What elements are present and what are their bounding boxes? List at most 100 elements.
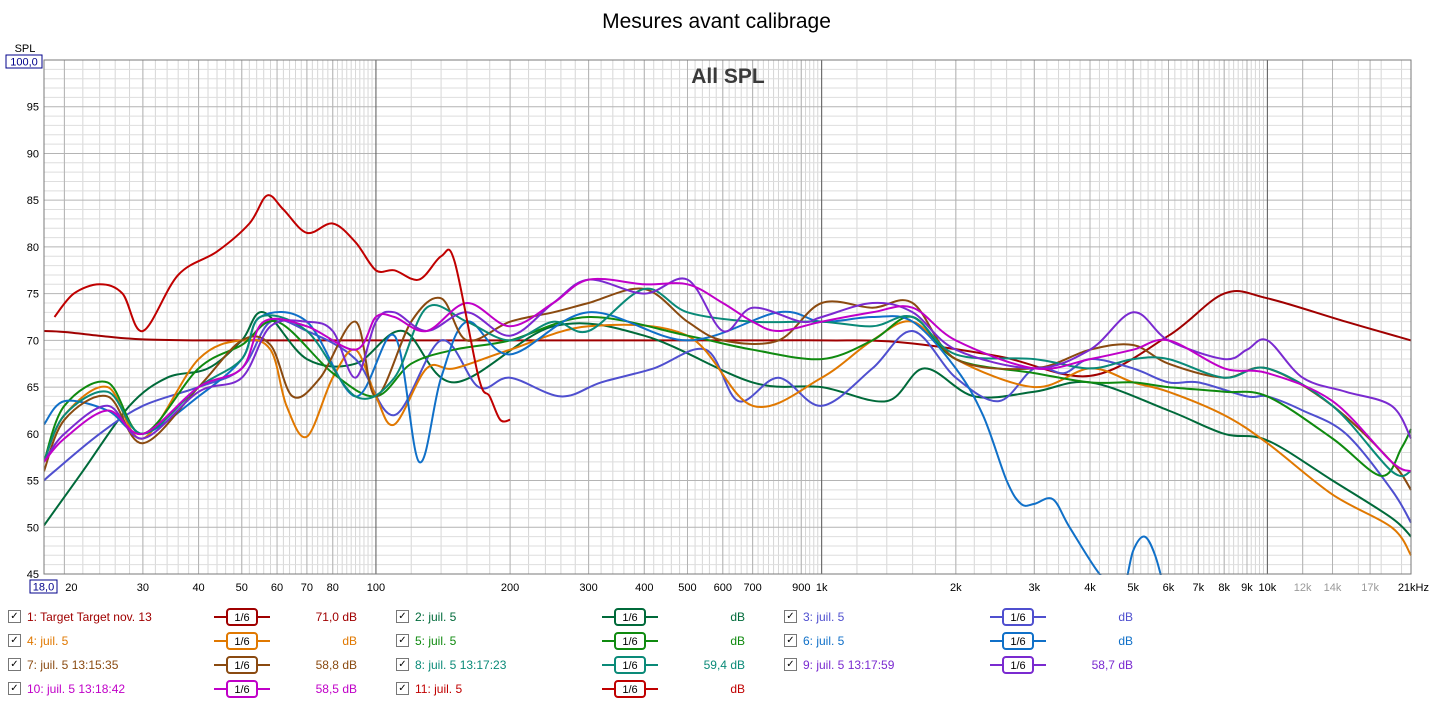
smoothing-button[interactable]: 1/6 bbox=[214, 607, 270, 627]
x-tick-label: 50 bbox=[236, 582, 248, 594]
smoothing-label: 1/6 bbox=[234, 612, 249, 624]
legend-label: 2: juil. 5 bbox=[415, 610, 457, 624]
legend-label: 1: Target Target nov. 13 bbox=[27, 610, 152, 624]
smoothing-box bbox=[614, 680, 646, 698]
legend-label: 11: juil. 5 bbox=[415, 682, 463, 696]
x-tick-label: 40 bbox=[192, 582, 204, 594]
series-line-1 bbox=[43, 290, 1412, 378]
y-tick-label: 60 bbox=[27, 429, 39, 441]
legend-item-9[interactable]: ✓ 9: juil. 5 13:17:59 1/6 58,7 dB bbox=[781, 654, 1161, 676]
x-tick-label: 17k bbox=[1361, 582, 1379, 594]
smoothing-box bbox=[226, 680, 258, 698]
legend-value: dB bbox=[730, 682, 745, 696]
legend-checkbox[interactable]: ✓ bbox=[784, 610, 797, 623]
smoothing-label: 1/6 bbox=[622, 636, 637, 648]
x-tick-label: 900 bbox=[792, 582, 810, 594]
legend-checkbox[interactable]: ✓ bbox=[784, 634, 797, 647]
legend-checkbox[interactable]: ✓ bbox=[8, 634, 21, 647]
smoothing-button[interactable]: 1/6 bbox=[602, 631, 658, 651]
x-tick-label: 2k bbox=[950, 582, 962, 594]
smoothing-button[interactable]: 1/6 bbox=[990, 631, 1046, 651]
smoothing-box bbox=[226, 656, 258, 674]
legend-item-10[interactable]: ✓ 10: juil. 5 13:18:42 1/6 58,5 dB bbox=[5, 678, 385, 700]
plot-mask-bottom bbox=[0, 575, 1433, 606]
legend-item-11[interactable]: ✓ 11: juil. 5 1/6 dB bbox=[393, 678, 773, 700]
series-line-2 bbox=[43, 311, 1412, 538]
series-line-8 bbox=[43, 287, 1412, 477]
chart-grid bbox=[44, 60, 1412, 574]
smoothing-button[interactable]: 1/6 bbox=[214, 679, 270, 699]
smoothing-button[interactable]: 1/6 bbox=[602, 655, 658, 675]
chart-title: All SPL bbox=[691, 65, 765, 88]
smoothing-box bbox=[614, 608, 646, 626]
smoothing-button[interactable]: 1/6 bbox=[990, 607, 1046, 627]
smoothing-label: 1/6 bbox=[234, 636, 249, 648]
legend-label: 6: juil. 5 bbox=[803, 634, 845, 648]
x-tick-label: 4k bbox=[1084, 582, 1096, 594]
chart-series bbox=[43, 194, 1412, 595]
x-tick-label: 8k bbox=[1218, 582, 1230, 594]
legend-item-3[interactable]: ✓ 3: juil. 5 1/6 dB bbox=[781, 606, 1161, 628]
plot-mask-right bbox=[1412, 40, 1433, 576]
series-line-10 bbox=[43, 277, 1412, 473]
legend-label: 8: juil. 5 13:17:23 bbox=[415, 658, 507, 672]
x-tick-label: 500 bbox=[678, 582, 696, 594]
legend-value: dB bbox=[730, 610, 745, 624]
legend-label: 7: juil. 5 13:15:35 bbox=[27, 658, 119, 672]
legend-checkbox[interactable]: ✓ bbox=[396, 634, 409, 647]
legend-item-7[interactable]: ✓ 7: juil. 5 13:15:35 1/6 58,8 dB bbox=[5, 654, 385, 676]
legend-checkbox[interactable]: ✓ bbox=[396, 610, 409, 623]
legend-item-2[interactable]: ✓ 2: juil. 5 1/6 dB bbox=[393, 606, 773, 628]
window-title: Mesures avant calibrage bbox=[602, 10, 831, 33]
smoothing-label: 1/6 bbox=[1010, 660, 1025, 672]
smoothing-button[interactable]: 1/6 bbox=[990, 655, 1046, 675]
legend-value: 59,4 dB bbox=[703, 658, 745, 672]
x-tick-label: 7k bbox=[1193, 582, 1205, 594]
y-tick-label: 95 bbox=[27, 102, 39, 114]
smoothing-label: 1/6 bbox=[622, 660, 637, 672]
legend-label: 4: juil. 5 bbox=[27, 634, 69, 648]
legend-item-6[interactable]: ✓ 6: juil. 5 1/6 dB bbox=[781, 630, 1161, 652]
smoothing-button[interactable]: 1/6 bbox=[602, 607, 658, 627]
x-tick-label: 60 bbox=[271, 582, 283, 594]
smoothing-label: 1/6 bbox=[1010, 612, 1025, 624]
smoothing-button[interactable]: 1/6 bbox=[214, 655, 270, 675]
x-tick-label: 3k bbox=[1029, 582, 1041, 594]
x-tick-label: 12k bbox=[1294, 582, 1312, 594]
legend-value: 58,7 dB bbox=[1091, 658, 1133, 672]
smoothing-button[interactable]: 1/6 bbox=[602, 679, 658, 699]
x-tick-label: 70 bbox=[301, 582, 313, 594]
x-tick-label: 100 bbox=[367, 582, 385, 594]
spl-chart[interactable]: All SPL 95 90 85 80 75 70 65 60 55 50 45 SPL 100,0 18,… bbox=[0, 0, 1433, 606]
legend-checkbox[interactable]: ✓ bbox=[8, 682, 21, 695]
x-left-label: 18,0 bbox=[33, 582, 54, 594]
legend-checkbox[interactable]: ✓ bbox=[784, 658, 797, 671]
smoothing-button[interactable]: 1/6 bbox=[214, 631, 270, 651]
plot-background bbox=[44, 60, 1411, 574]
x-tick-label: 9k bbox=[1241, 582, 1253, 594]
smoothing-box bbox=[1002, 656, 1034, 674]
x-tick-label: 20 bbox=[65, 582, 77, 594]
smoothing-box bbox=[1002, 632, 1034, 650]
y-tick-label: 55 bbox=[27, 476, 39, 488]
smoothing-label: 1/6 bbox=[1010, 636, 1025, 648]
legend-label: 5: juil. 5 bbox=[415, 634, 457, 648]
x-tick-label: 6k bbox=[1163, 582, 1175, 594]
legend-item-5[interactable]: ✓ 5: juil. 5 1/6 dB bbox=[393, 630, 773, 652]
legend-checkbox[interactable]: ✓ bbox=[8, 658, 21, 671]
legend-label: 10: juil. 5 13:18:42 bbox=[27, 682, 126, 696]
x-tick-label: 30 bbox=[137, 582, 149, 594]
legend-item-1[interactable]: ✓ 1: Target Target nov. 13 1/6 71,0 dB bbox=[5, 606, 385, 628]
legend-checkbox[interactable]: ✓ bbox=[396, 658, 409, 671]
x-tick-label: 10k bbox=[1259, 582, 1277, 594]
legend-item-8[interactable]: ✓ 8: juil. 5 13:17:23 1/6 59,4 dB bbox=[393, 654, 773, 676]
x-tick-label: 80 bbox=[327, 582, 339, 594]
smoothing-label: 1/6 bbox=[622, 684, 637, 696]
legend-checkbox[interactable]: ✓ bbox=[8, 610, 21, 623]
legend-value: dB bbox=[1118, 634, 1133, 648]
legend-checkbox[interactable]: ✓ bbox=[396, 682, 409, 695]
legend-item-4[interactable]: ✓ 4: juil. 5 1/6 dB bbox=[5, 630, 385, 652]
smoothing-label: 1/6 bbox=[234, 660, 249, 672]
x-tick-label: 600 bbox=[714, 582, 732, 594]
x-tick-label: 200 bbox=[501, 582, 519, 594]
